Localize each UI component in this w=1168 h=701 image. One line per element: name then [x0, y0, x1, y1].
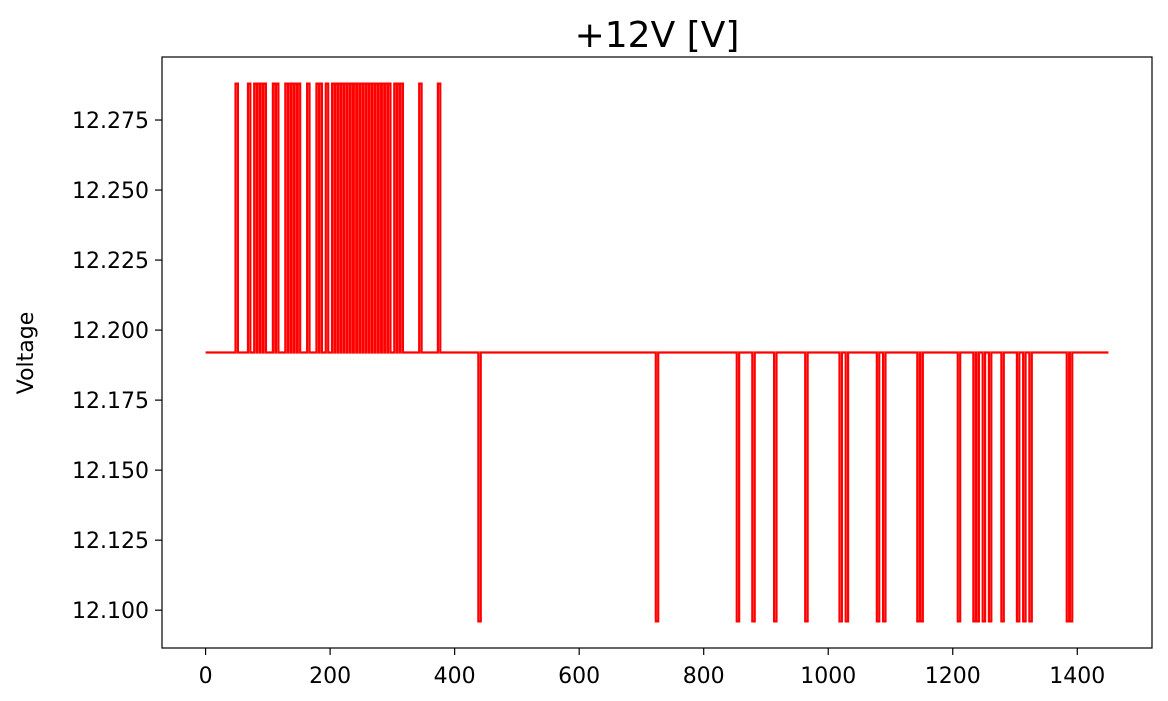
y-tick-label: 12.125 — [72, 529, 149, 554]
y-axis-label: Voltage — [14, 312, 39, 395]
series-layer — [205, 82, 1109, 623]
y-tick-label: 12.150 — [72, 459, 149, 484]
x-tick-label: 600 — [558, 664, 600, 689]
x-tick-label: 0 — [199, 664, 213, 689]
x-tick-label: 1200 — [925, 664, 981, 689]
x-axis: 0 200 400 600 800 1000 1200 1400 — [199, 648, 1105, 689]
y-tick-label: 12.275 — [72, 109, 149, 134]
y-tick-label: 12.100 — [72, 599, 149, 624]
x-tick-label: 1000 — [800, 664, 856, 689]
x-tick-label: 800 — [683, 664, 725, 689]
chart-title: +12V [V] — [575, 15, 740, 56]
y-tick-label: 12.200 — [72, 319, 149, 344]
y-tick-label: 12.225 — [72, 249, 149, 274]
y-tick-label: 12.250 — [72, 179, 149, 204]
x-tick-label: 400 — [434, 664, 476, 689]
plot-area — [161, 56, 1153, 649]
x-tick-label: 200 — [309, 664, 351, 689]
y-axis: 12.100 12.125 12.150 12.175 12.200 12.225 12.2… — [72, 109, 162, 624]
series-line — [205, 82, 1109, 623]
y-tick-label: 12.175 — [72, 389, 149, 414]
x-tick-label: 1400 — [1049, 664, 1105, 689]
plot-frame — [161, 56, 1153, 649]
